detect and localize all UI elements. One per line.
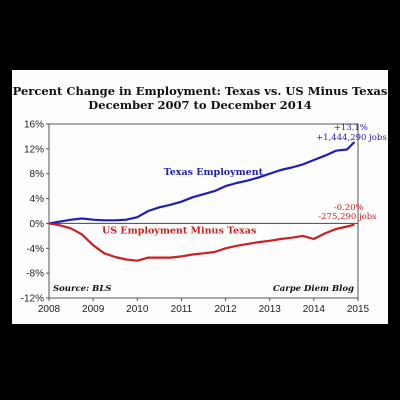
chart-card: Percent Change in Employment: Texas vs. …	[12, 70, 388, 324]
texas-jobs-label: +1,444,290 jobs	[316, 133, 387, 143]
x-tick-label: 2015	[347, 304, 370, 315]
us-series-label: US Employment Minus Texas	[102, 225, 256, 236]
line-chart: 16% 12% 8% 4% 0% -4% -8% -12%2008 2009 2010 2011 20…	[21, 120, 387, 316]
x-tick-label: 2008	[38, 304, 61, 315]
x-tick-label: 2011	[171, 304, 193, 315]
y-tick-label: -8%	[26, 269, 44, 280]
x-tick-label: 2009	[82, 304, 105, 315]
series-line-us-minus-texas	[48, 222, 355, 262]
x-tick-label: 2012	[214, 304, 237, 315]
texas-series-label: Texas Employment	[164, 167, 264, 178]
y-tick-label: -4%	[26, 244, 44, 255]
us-jobs-label: -275,290 jobs	[318, 212, 376, 222]
y-tick-label: 16%	[24, 120, 44, 131]
x-tick-label: 2014	[303, 304, 326, 315]
x-tick-label: 2013	[259, 304, 282, 315]
series-line-texas	[48, 141, 356, 225]
credit-note: Carpe Diem Blog	[273, 284, 354, 294]
us-pct-label: -0.20%	[334, 203, 364, 213]
source-note: Source: BLS	[53, 284, 111, 294]
plot-border	[48, 123, 359, 299]
y-tick-label: 0%	[30, 219, 45, 230]
y-tick-label: 8%	[30, 169, 45, 180]
y-tick-label: 12%	[24, 144, 44, 155]
chart-subtitle: December 2007 to December 2014	[88, 98, 312, 112]
texas-pct-label: +13.1%	[334, 123, 368, 133]
y-tick-label: -12%	[21, 294, 44, 305]
y-tick-label: 4%	[30, 194, 45, 205]
x-tick-label: 2010	[126, 304, 149, 315]
chart-title: Percent Change in Employment: Texas vs. …	[12, 84, 388, 98]
